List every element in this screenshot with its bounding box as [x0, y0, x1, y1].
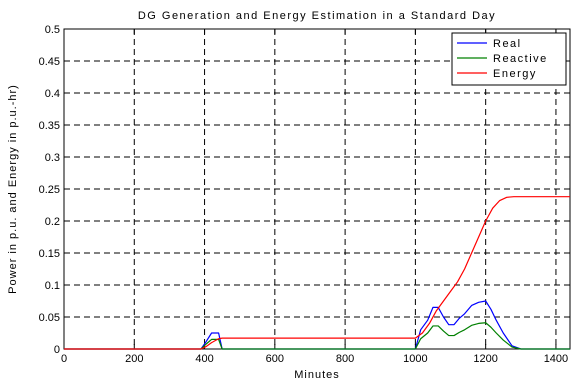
y-tick-label: 0.2 — [45, 216, 60, 228]
legend-label-energy: Energy — [493, 68, 537, 80]
y-tick-label: 0.1 — [45, 280, 60, 292]
y-tick-label: 0.15 — [39, 248, 60, 260]
legend-label-real: Real — [493, 38, 522, 50]
y-tick-label: 0.3 — [45, 152, 60, 164]
x-tick-label: 1400 — [544, 353, 568, 365]
chart-title: DG Generation and Energy Estimation in a… — [138, 10, 496, 22]
tick-layer: 0 200 400 600 800 1000 1200 1400 0 0.05 0.1 0.15 0.2… — [39, 24, 570, 365]
y-tick-label: 0.45 — [39, 56, 60, 68]
x-tick-label: 200 — [125, 353, 143, 365]
y-tick-label: 0.05 — [39, 312, 60, 324]
y-tick-label: 0 — [54, 344, 60, 356]
x-tick-label: 800 — [336, 353, 354, 365]
y-tick-label: 0.4 — [45, 88, 60, 100]
x-tick-label: 1200 — [473, 353, 497, 365]
x-axis-label: Minutes — [294, 369, 340, 381]
legend-label-reactive: Reactive — [493, 53, 548, 65]
y-tick-label: 0.5 — [45, 24, 60, 36]
x-tick-label: 600 — [266, 353, 284, 365]
legend-box — [451, 32, 567, 86]
series-line-real — [64, 300, 570, 350]
y-tick-label: 0.25 — [39, 184, 60, 196]
series-layer — [64, 196, 570, 350]
y-tick-label: 0.35 — [39, 120, 60, 132]
y-axis-label: Power in p.u. and Energy in p.u.-hr) — [7, 84, 19, 294]
legend: Real Reactive Energy — [451, 32, 567, 86]
x-tick-label: 1000 — [403, 353, 427, 365]
x-tick-label: 0 — [61, 353, 67, 365]
series-line-energy — [64, 196, 570, 350]
x-tick-label: 400 — [195, 353, 213, 365]
